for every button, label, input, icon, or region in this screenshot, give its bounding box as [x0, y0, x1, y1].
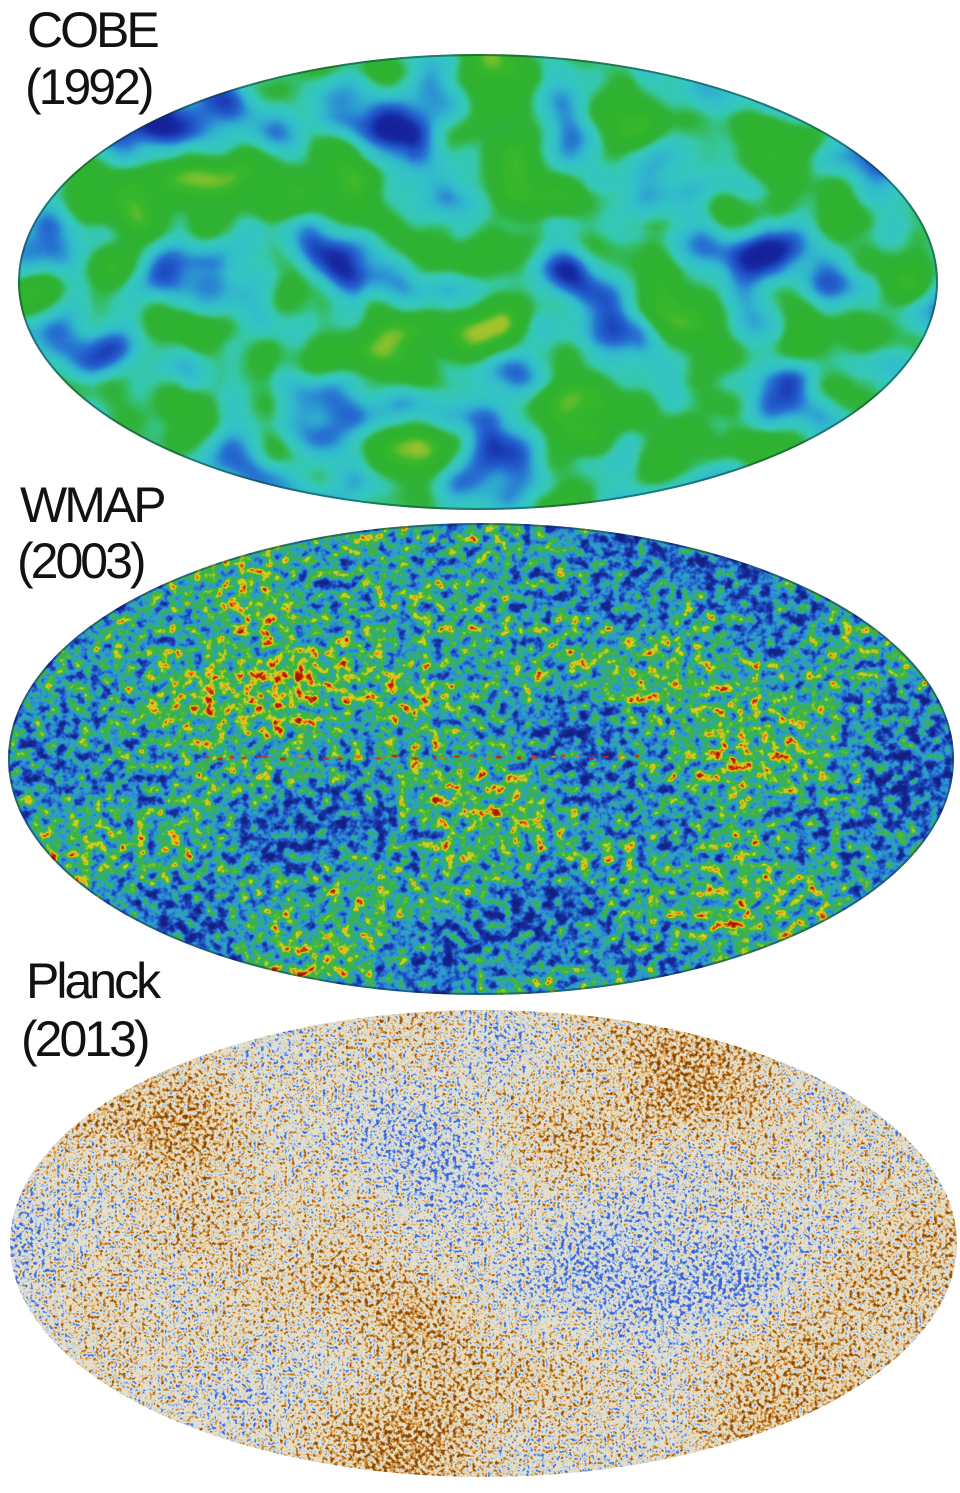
svg-text:(1992): (1992) — [25, 59, 152, 115]
svg-text:(2013): (2013) — [21, 1011, 148, 1067]
svg-text:Planck: Planck — [26, 953, 162, 1009]
svg-text:COBE: COBE — [27, 2, 158, 58]
svg-text:(2003): (2003) — [17, 533, 144, 589]
svg-text:WMAP: WMAP — [20, 477, 164, 533]
